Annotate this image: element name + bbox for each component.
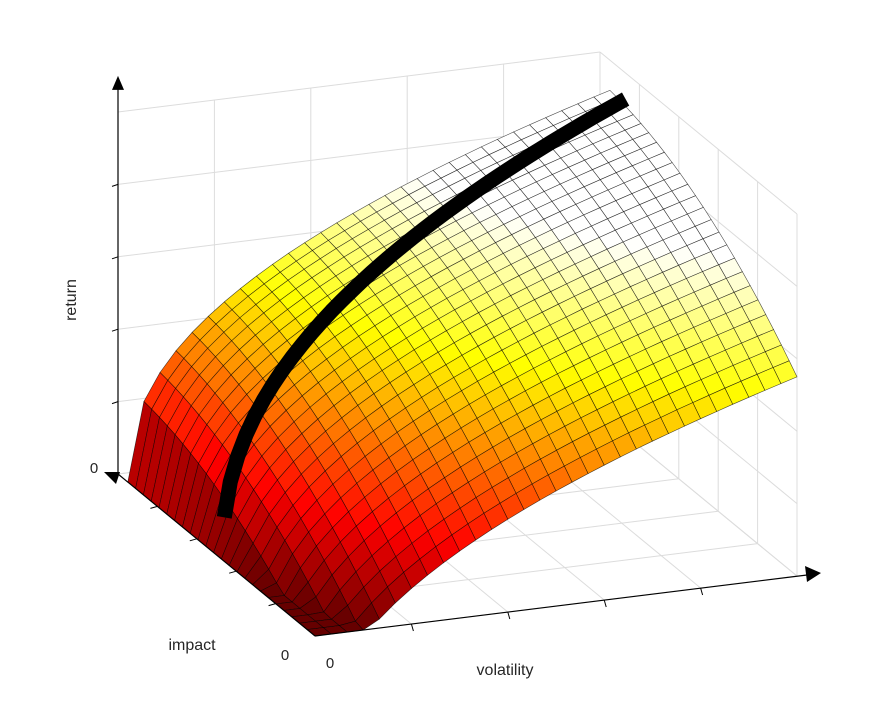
y-tick-label-0: 0 xyxy=(281,647,289,664)
x-axis-tick xyxy=(508,612,510,619)
y-axis-label: impact xyxy=(168,637,216,654)
grid-line xyxy=(118,52,600,112)
y-axis-tick xyxy=(150,506,157,508)
x-tick-label-0: 0 xyxy=(326,655,334,672)
y-axis-tick xyxy=(229,571,236,573)
y-axis-tick xyxy=(190,539,197,541)
z-axis-tick xyxy=(112,257,118,259)
x-axis-arrow xyxy=(805,566,821,582)
z-axis-tick xyxy=(112,329,118,331)
z-axis-arrow xyxy=(112,76,124,90)
z-tick-label-0: 0 xyxy=(90,460,98,477)
surface-mesh xyxy=(128,90,797,636)
y-axis-arrow xyxy=(104,472,120,484)
y-axis-tick xyxy=(269,604,276,606)
x-axis-tick xyxy=(604,600,606,607)
x-axis-tick xyxy=(701,588,703,595)
x-axis-tick xyxy=(411,624,413,631)
z-axis-tick xyxy=(112,184,118,186)
z-axis-label: return xyxy=(63,279,80,321)
z-axis-tick xyxy=(112,402,118,404)
x-axis-label: volatility xyxy=(477,662,534,679)
